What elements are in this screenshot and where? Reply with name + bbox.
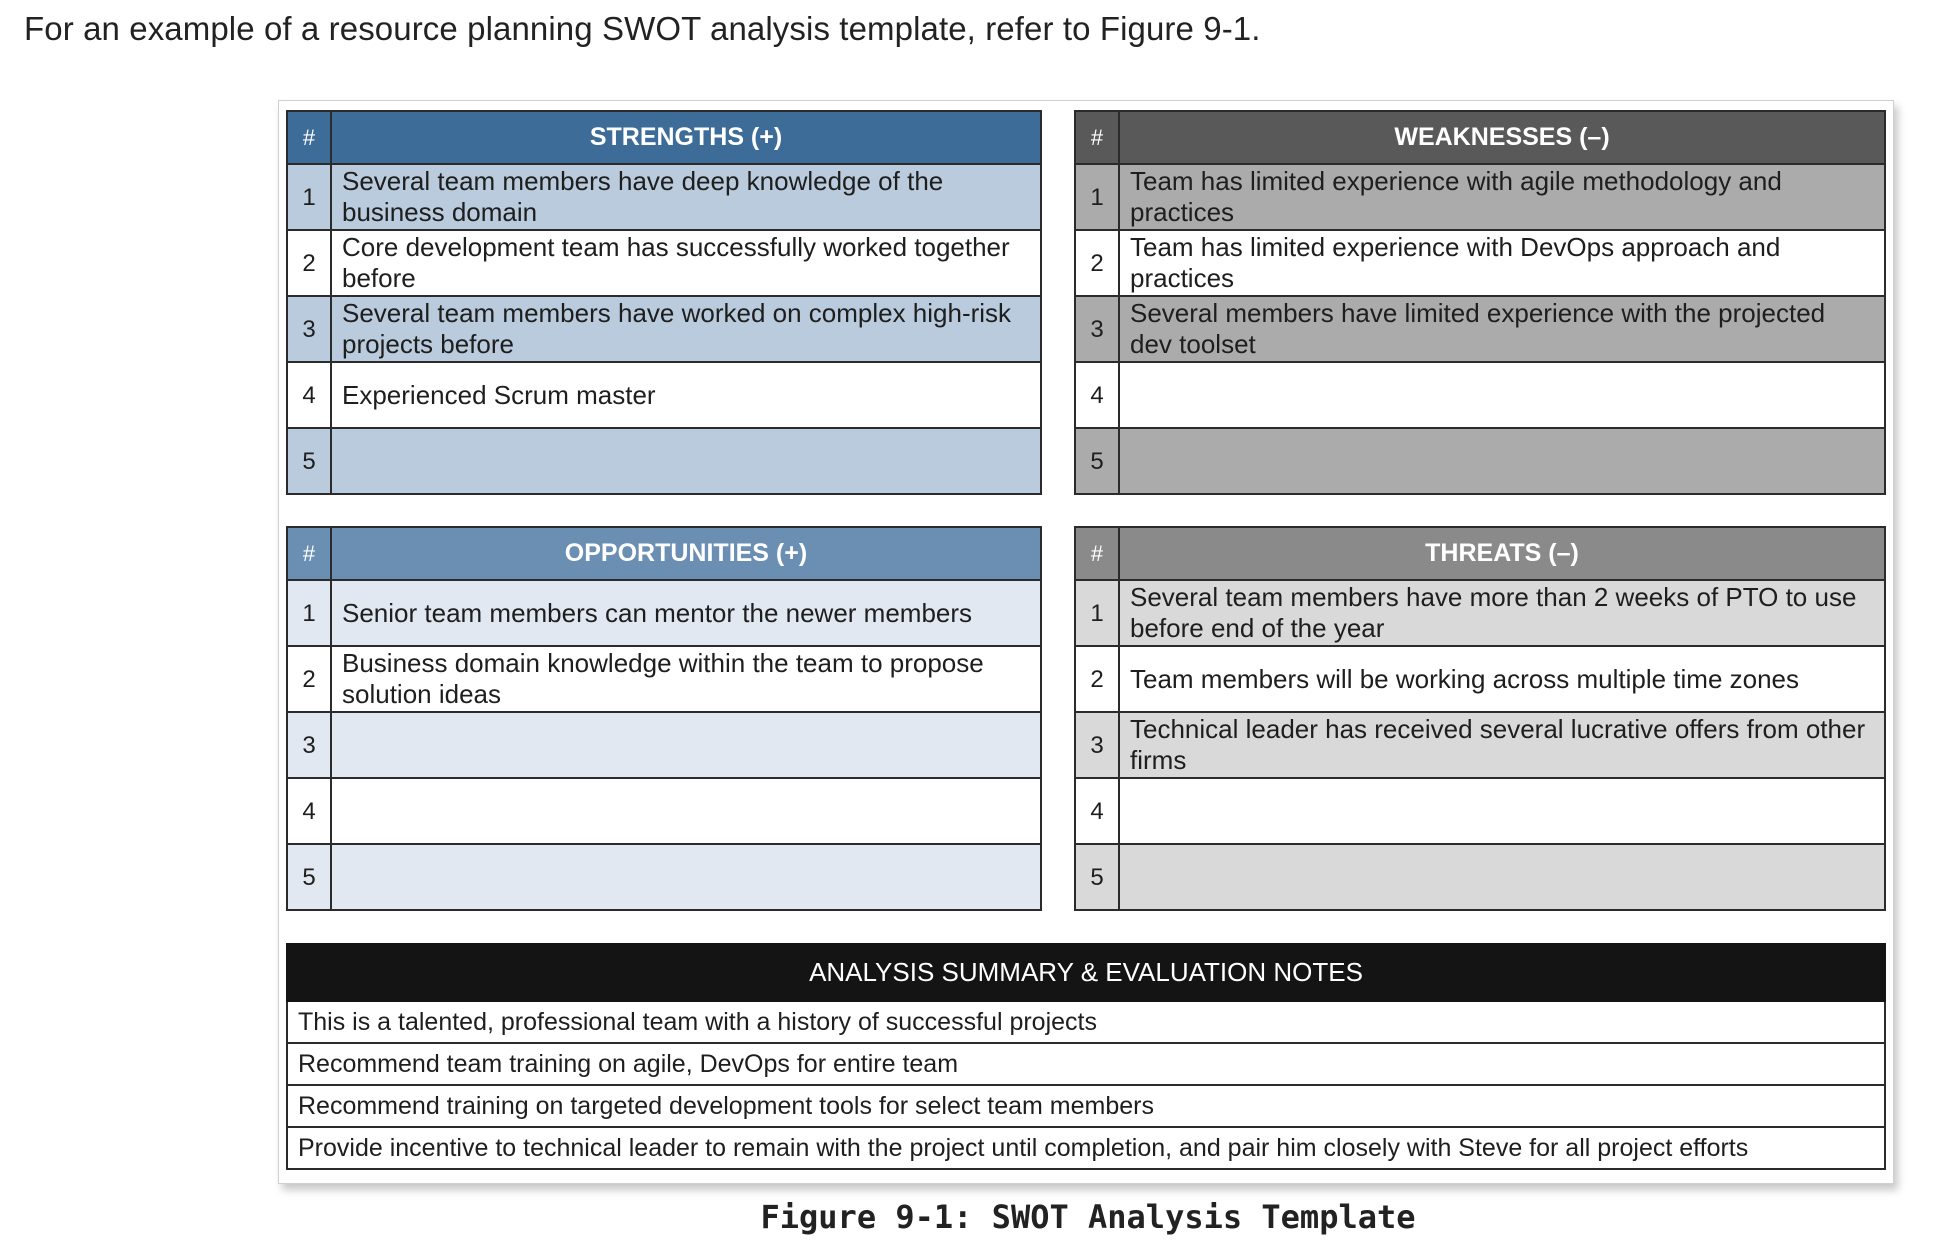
table-row: 2 Business domain knowledge within the t… <box>286 645 1042 713</box>
row-number: 1 <box>286 163 332 231</box>
summary-title: ANALYSIS SUMMARY & EVALUATION NOTES <box>286 943 1886 1002</box>
table-row: 1 Team has limited experience with agile… <box>1074 163 1886 231</box>
row-number: 1 <box>286 579 332 647</box>
summary-row: Recommend training on targeted developme… <box>286 1084 1886 1128</box>
table-row: 1 Senior team members can mentor the new… <box>286 579 1042 647</box>
opportunities-table: # OPPORTUNITIES (+) 1 Senior team member… <box>286 526 1042 911</box>
summary-row: Provide incentive to technical leader to… <box>286 1126 1886 1170</box>
row-text <box>330 843 1042 911</box>
summary-row: This is a talented, professional team wi… <box>286 1000 1886 1044</box>
table-row: 5 <box>1074 427 1886 495</box>
row-text: Team has limited experience with DevOps … <box>1118 229 1886 297</box>
row-text <box>1118 427 1886 495</box>
row-text: Core development team has successfully w… <box>330 229 1042 297</box>
row-text: Several team members have worked on comp… <box>330 295 1042 363</box>
row-text <box>330 427 1042 495</box>
threats-hash-header: # <box>1074 526 1120 581</box>
row-number: 2 <box>286 229 332 297</box>
table-row: 5 <box>286 843 1042 911</box>
table-row: 4 <box>1074 777 1886 845</box>
row-number: 4 <box>286 361 332 429</box>
row-text <box>1118 843 1886 911</box>
table-row: 2 Core development team has successfully… <box>286 229 1042 297</box>
row-number: 5 <box>286 427 332 495</box>
row-text <box>330 711 1042 779</box>
strengths-table: # STRENGTHS (+) 1 Several team members h… <box>286 110 1042 495</box>
row-number: 4 <box>1074 361 1120 429</box>
row-number: 2 <box>286 645 332 713</box>
opportunities-header-row: # OPPORTUNITIES (+) <box>286 526 1042 581</box>
row-text <box>1118 361 1886 429</box>
row-text: Experienced Scrum master <box>330 361 1042 429</box>
weaknesses-title: WEAKNESSES (–) <box>1118 110 1886 165</box>
weaknesses-table: # WEAKNESSES (–) 1 Team has limited expe… <box>1074 110 1886 495</box>
table-row: 1 Several team members have deep knowled… <box>286 163 1042 231</box>
weaknesses-header-row: # WEAKNESSES (–) <box>1074 110 1886 165</box>
row-number: 2 <box>1074 229 1120 297</box>
row-number: 5 <box>1074 427 1120 495</box>
strengths-hash-header: # <box>286 110 332 165</box>
row-text: Several members have limited experience … <box>1118 295 1886 363</box>
row-number: 4 <box>286 777 332 845</box>
row-number: 1 <box>1074 579 1120 647</box>
opportunities-hash-header: # <box>286 526 332 581</box>
threats-title: THREATS (–) <box>1118 526 1886 581</box>
summary-note: Recommend training on targeted developme… <box>286 1084 1886 1128</box>
strengths-header-row: # STRENGTHS (+) <box>286 110 1042 165</box>
summary-header-row: ANALYSIS SUMMARY & EVALUATION NOTES <box>286 943 1886 1002</box>
row-number: 3 <box>286 711 332 779</box>
table-row: 3 Several members have limited experienc… <box>1074 295 1886 363</box>
row-text: Several team members have deep knowledge… <box>330 163 1042 231</box>
row-number: 1 <box>1074 163 1120 231</box>
summary-note: Provide incentive to technical leader to… <box>286 1126 1886 1170</box>
threats-header-row: # THREATS (–) <box>1074 526 1886 581</box>
row-number: 3 <box>286 295 332 363</box>
table-row: 5 <box>1074 843 1886 911</box>
table-row: 2 Team members will be working across mu… <box>1074 645 1886 713</box>
table-row: 4 <box>286 777 1042 845</box>
row-text <box>330 777 1042 845</box>
table-row: 2 Team has limited experience with DevOp… <box>1074 229 1886 297</box>
row-number: 2 <box>1074 645 1120 713</box>
strengths-title: STRENGTHS (+) <box>330 110 1042 165</box>
row-text: Team has limited experience with agile m… <box>1118 163 1886 231</box>
table-row: 1 Several team members have more than 2 … <box>1074 579 1886 647</box>
row-text: Team members will be working across mult… <box>1118 645 1886 713</box>
table-row: 5 <box>286 427 1042 495</box>
row-text: Business domain knowledge within the tea… <box>330 645 1042 713</box>
row-text: Senior team members can mentor the newer… <box>330 579 1042 647</box>
row-number: 5 <box>1074 843 1120 911</box>
row-text <box>1118 777 1886 845</box>
row-text: Several team members have more than 2 we… <box>1118 579 1886 647</box>
summary-note: Recommend team training on agile, DevOps… <box>286 1042 1886 1086</box>
intro-paragraph: For an example of a resource planning SW… <box>24 10 1261 47</box>
row-number: 3 <box>1074 711 1120 779</box>
analysis-summary-table: ANALYSIS SUMMARY & EVALUATION NOTES This… <box>286 943 1886 1170</box>
opportunities-title: OPPORTUNITIES (+) <box>330 526 1042 581</box>
threats-table: # THREATS (–) 1 Several team members hav… <box>1074 526 1886 911</box>
weaknesses-hash-header: # <box>1074 110 1120 165</box>
summary-row: Recommend team training on agile, DevOps… <box>286 1042 1886 1086</box>
table-row: 4 <box>1074 361 1886 429</box>
summary-note: This is a talented, professional team wi… <box>286 1000 1886 1044</box>
row-number: 4 <box>1074 777 1120 845</box>
table-row: 3 Technical leader has received several … <box>1074 711 1886 779</box>
table-row: 4 Experienced Scrum master <box>286 361 1042 429</box>
table-row: 3 Several team members have worked on co… <box>286 295 1042 363</box>
row-text: Technical leader has received several lu… <box>1118 711 1886 779</box>
table-row: 3 <box>286 711 1042 779</box>
figure-caption: Figure 9-1: SWOT Analysis Template <box>760 1198 1416 1236</box>
row-number: 3 <box>1074 295 1120 363</box>
row-number: 5 <box>286 843 332 911</box>
